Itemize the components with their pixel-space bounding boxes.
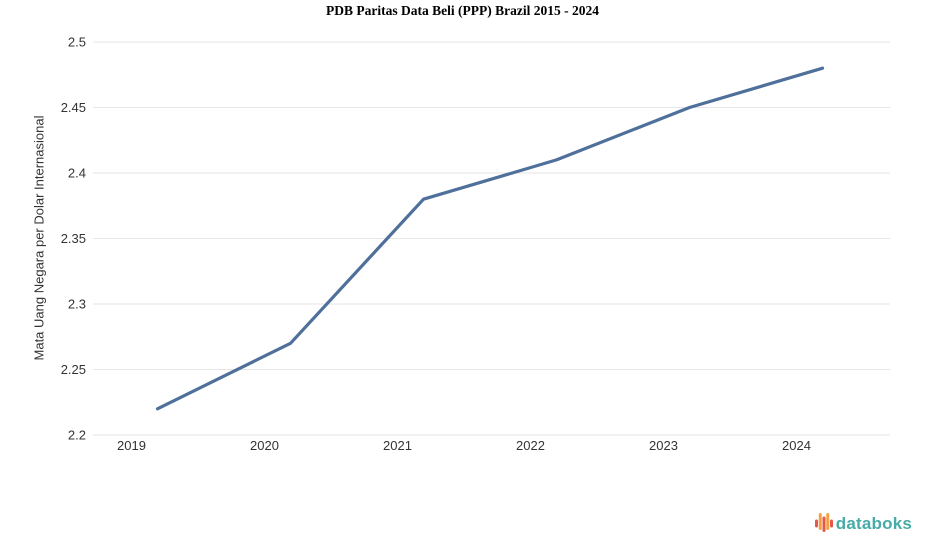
logo-bar [826,513,830,530]
logo-bar [814,519,818,528]
series-line [155,66,825,411]
x-tick-label: 2024 [782,438,811,453]
databoks-bars-icon [814,513,833,532]
x-tick-label: 2021 [383,438,412,453]
chart-title: PDB Paritas Data Beli (PPP) Brazil 2015 … [326,3,599,18]
x-tick-label: 2023 [649,438,678,453]
logo-bar [818,513,822,530]
x-tick-label: 2019 [117,438,146,453]
databoks-wordmark: databoks [835,514,912,533]
y-tick-label: 2.25 [61,362,86,377]
y-tick-label: 2.4 [68,166,86,181]
logo-bar [822,516,826,532]
y-tick-label: 2.5 [68,35,86,50]
y-tick-label: 2.45 [61,100,86,115]
y-tick-label: 2.35 [61,231,86,246]
y-tick-label: 2.2 [68,428,86,443]
x-tick-label: 2020 [250,438,279,453]
databoks-logo: databoks [814,512,912,536]
x-tick-label: 2022 [516,438,545,453]
y-tick-label: 2.3 [68,297,86,312]
logo-bar [829,519,833,528]
